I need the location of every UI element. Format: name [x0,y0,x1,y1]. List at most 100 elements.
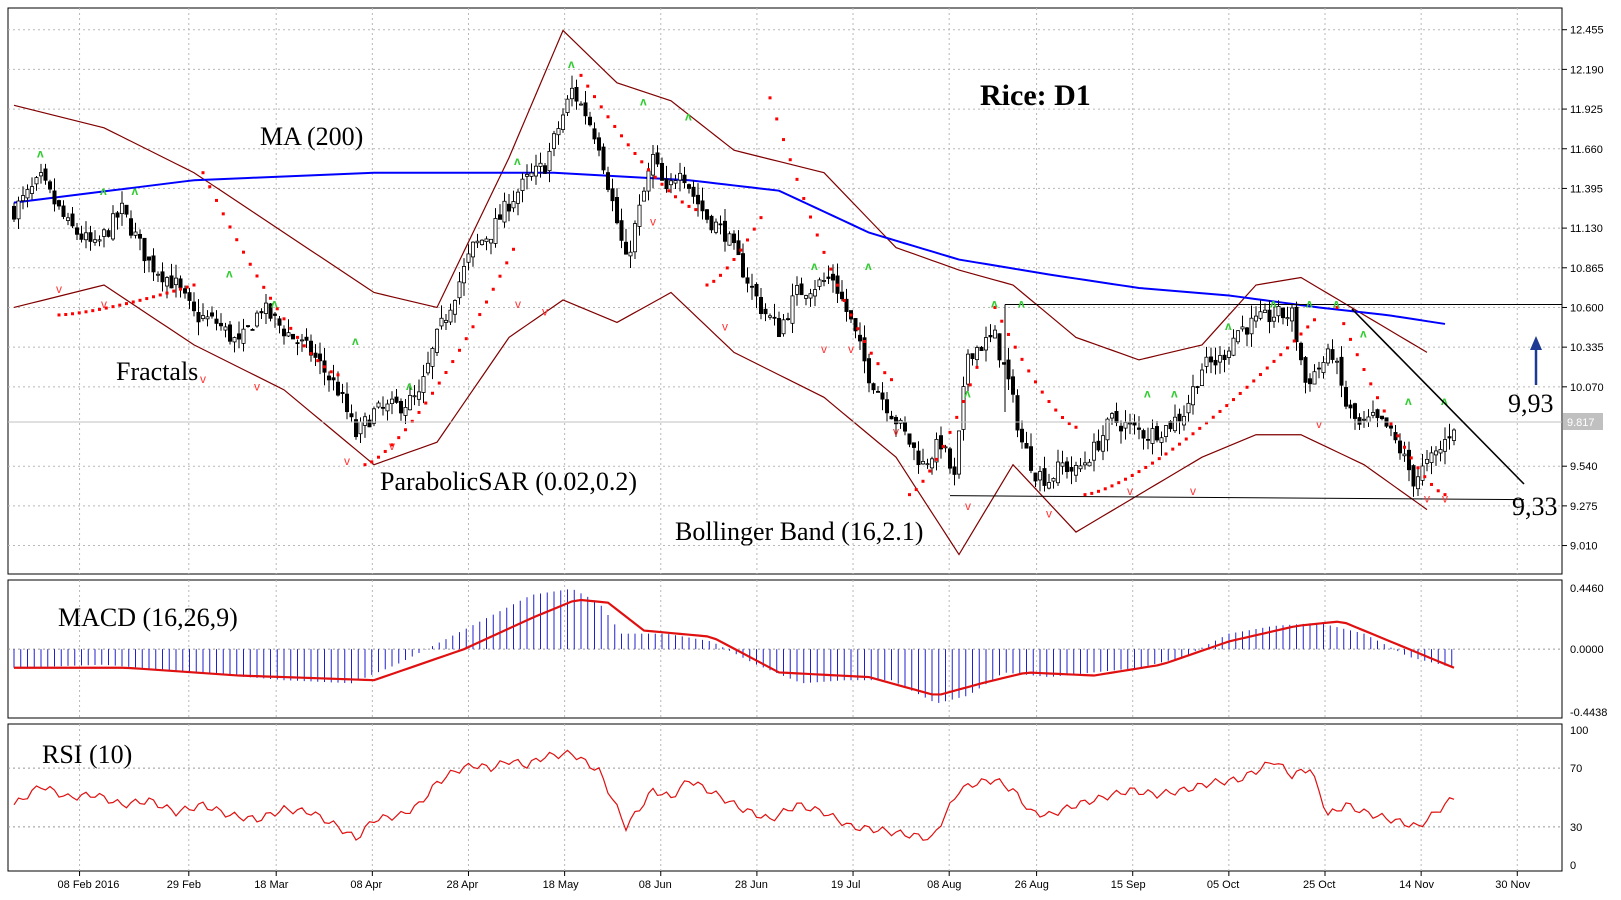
x-tick-label: 19 Jul [831,879,860,891]
sar-dot [836,283,839,287]
candle-up [205,316,210,320]
sar-dot [599,105,603,109]
candle-up [808,293,813,299]
candle-down [1119,425,1124,432]
candle-up [1254,315,1259,322]
sar-dot [309,352,313,356]
sar-dot [705,283,709,287]
candle-up [1218,355,1223,363]
candle-up [1105,418,1110,441]
candle-up [1101,435,1106,452]
sar-dot [1130,474,1134,478]
trend-line [1351,308,1525,485]
candle-up [1366,416,1371,423]
candle-up [1402,453,1407,457]
sar-dot [1279,353,1283,357]
y-tick-label: 11.130 [1570,223,1603,235]
rsi-y-tick-label: 70 [1570,763,1582,775]
candle-down [624,241,629,255]
sar-dot [410,419,414,423]
candle-up [1110,413,1115,419]
candle-up [1047,482,1052,489]
candle-down [178,278,183,289]
sar-dot [1074,425,1078,429]
sar-dot [620,134,623,138]
y-tick-label: 9.275 [1570,501,1598,513]
macd-signal-line [14,598,1455,696]
candle-up [1258,311,1263,319]
sar-dot [1225,404,1229,408]
sar-dot [1292,339,1296,343]
y-tick-label: 10.070 [1570,382,1604,394]
candle-up [966,353,971,385]
sar-dot [451,360,455,364]
candle-up [93,239,98,243]
candle-down [344,393,349,413]
candle-down [398,400,403,414]
sar-dot [1000,319,1004,323]
candle-down [1029,446,1034,471]
candle-up [637,204,642,227]
candle-up [173,277,178,286]
sar-dot [725,266,729,270]
candle-up [1240,326,1245,330]
sar-dot [921,479,925,483]
sar-dot [1137,470,1141,474]
candle-up [412,395,417,398]
candle-up [511,201,516,209]
sar-dot [883,371,887,375]
sar-dot [275,307,279,311]
fractal-up-icon: ʌ [1144,386,1151,400]
sar-dot [1007,332,1010,336]
sar-dot [498,274,502,278]
candle-up [1150,428,1155,444]
fractal-down-icon: v [650,215,656,229]
candle-down [497,214,502,220]
fractals-label: Fractals [116,357,198,386]
candle-up [1123,422,1128,429]
candle-down [331,377,336,381]
candle-down [871,383,876,391]
sar-dot [1020,357,1024,361]
candle-up [1078,465,1083,470]
fractal-down-icon: v [542,304,548,318]
candle-up [84,232,89,241]
sar-dot [815,233,819,237]
candle-up [385,403,390,412]
candle-down [745,277,750,284]
sar-dot [505,261,509,265]
candle-down [831,273,836,281]
candle-up [1200,369,1205,386]
candle-up [1074,465,1079,476]
sar-dot [1265,366,1269,370]
candle-down [317,353,322,362]
sar-dot [1027,369,1031,373]
fractal-up-icon: ʌ [352,334,359,348]
candle-up [1362,418,1367,421]
candle-down [601,146,606,171]
candle-up [520,178,525,191]
y-tick-label: 11.395 [1570,183,1603,195]
sar-dot [739,248,743,252]
candle-down [988,334,993,338]
sar-dot [876,362,880,366]
candle-up [646,170,651,192]
candle-down [1357,417,1362,425]
current-price-tag [1563,413,1603,430]
candle-up [642,190,647,202]
candle-down [903,421,908,432]
candle-up [443,319,448,323]
candle-up [1371,412,1376,416]
candle-down [367,419,372,428]
sar-dot [680,200,684,204]
sar-dot [1286,346,1289,350]
sar-dot [674,195,677,199]
candle-up [1272,316,1277,322]
y-tick-label: 11.925 [1570,104,1603,116]
candle-up [1452,429,1457,441]
sar-dot [768,96,772,100]
sar-dot [968,383,972,387]
sar-dot [192,283,196,287]
